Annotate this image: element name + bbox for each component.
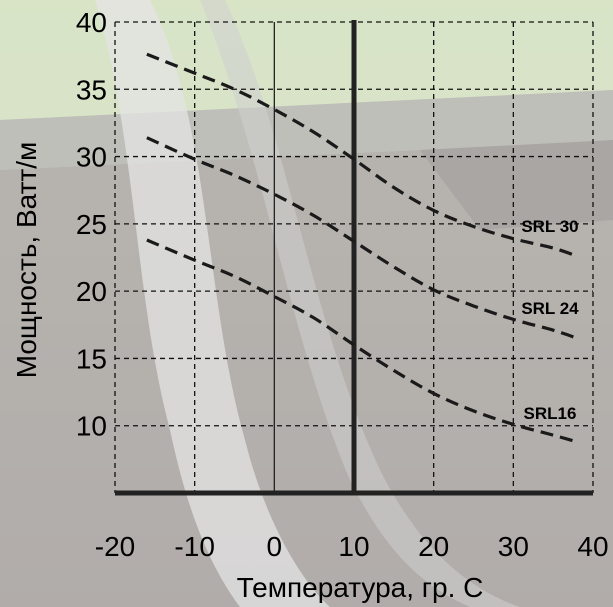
axes [115,20,593,496]
y-tick-label: 35 [76,74,107,105]
y-tick-label: 40 [76,7,107,38]
tick-labels: -20 -10 0 10 20 30 40 10 15 20 25 30 35 40 [76,7,609,562]
x-tick-label: 30 [498,531,529,562]
y-axis-label: Мощность, Ватт/м [11,142,42,379]
x-tick-label: 0 [267,531,283,562]
x-tick-label: -20 [95,531,135,562]
y-tick-label: 10 [76,411,107,442]
x-tick-label: 20 [418,531,449,562]
y-tick-label: 20 [76,276,107,307]
x-tick-label: 10 [338,531,369,562]
series-line [146,136,578,340]
x-tick-label: 40 [577,531,608,562]
series-label: SRL 30 [521,217,578,236]
x-axis-label: Температура, гр. С [237,572,484,603]
series-line [146,52,578,258]
series-label: SRL 24 [521,299,579,318]
y-tick-label: 15 [76,343,107,374]
series-lines [146,52,578,444]
y-tick-label: 30 [76,142,107,173]
y-tick-label: 25 [76,209,107,240]
x-tick-label: -10 [174,531,214,562]
series-label: SRL16 [524,404,577,423]
series-line [146,238,578,444]
series-labels: SRL 30 SRL 24 SRL16 [521,217,579,423]
